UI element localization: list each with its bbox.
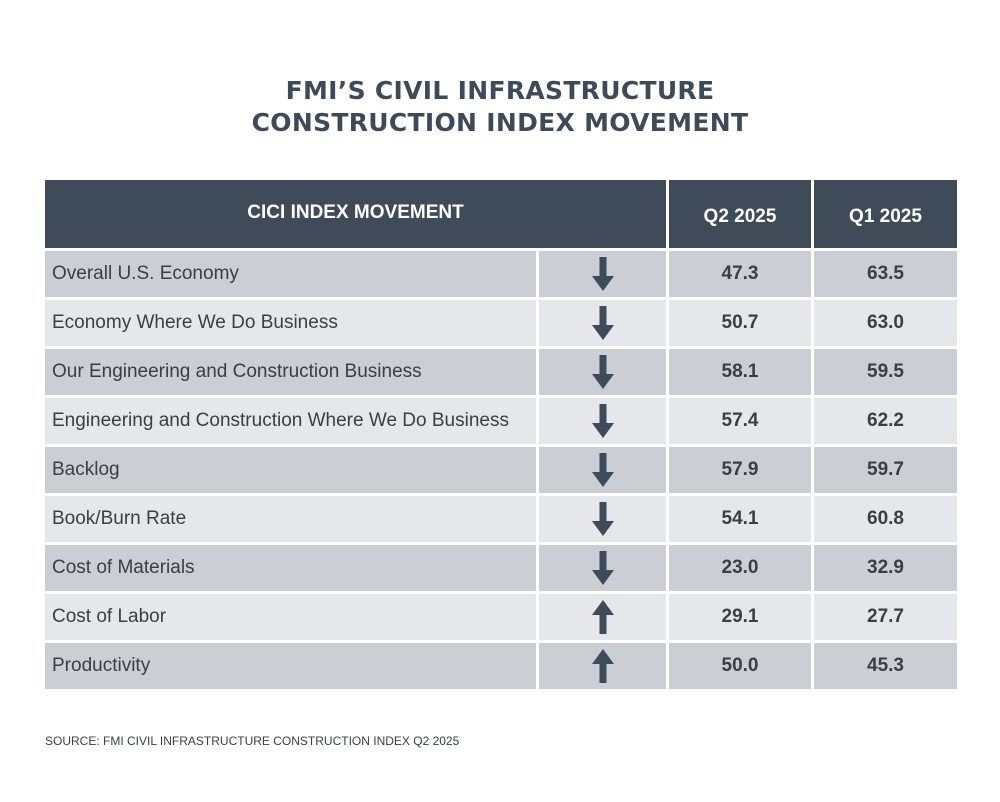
- header-q2-2025: Q2 2025: [669, 180, 811, 248]
- value-q2-2025: 47.3: [669, 251, 811, 297]
- chart-title: FMI’S CIVIL INFRASTRUCTURE CONSTRUCTION …: [0, 75, 1000, 139]
- table-row: Book/Burn Rate 54.1 60.8: [45, 496, 957, 542]
- direction-cell: [539, 643, 666, 689]
- value-q2-2025: 29.1: [669, 594, 811, 640]
- value-q1-2025: 62.2: [814, 398, 957, 444]
- row-label: Productivity: [45, 643, 536, 689]
- value-q2-2025: 23.0: [669, 545, 811, 591]
- arrow-down-icon: [591, 257, 614, 291]
- table-row: Overall U.S. Economy 47.3 63.5: [45, 251, 957, 297]
- value-q1-2025: 45.3: [814, 643, 957, 689]
- table-row: Economy Where We Do Business 50.7 63.0: [45, 300, 957, 346]
- arrow-down-icon: [591, 306, 614, 340]
- table-row: Our Engineering and Construction Busines…: [45, 349, 957, 395]
- header-q1-2025: Q1 2025: [814, 180, 957, 248]
- source-note: SOURCE: FMI CIVIL INFRASTRUCTURE CONSTRU…: [45, 734, 460, 748]
- arrow-down-icon: [591, 355, 614, 389]
- arrow-down-icon: [591, 502, 614, 536]
- table-row: Productivity 50.0 45.3: [45, 643, 957, 689]
- table-row: Cost of Materials 23.0 32.9: [45, 545, 957, 591]
- value-q2-2025: 54.1: [669, 496, 811, 542]
- direction-cell: [539, 300, 666, 346]
- row-label: Cost of Labor: [45, 594, 536, 640]
- arrow-down-icon: [591, 404, 614, 438]
- row-label: Our Engineering and Construction Busines…: [45, 349, 536, 395]
- value-q1-2025: 60.8: [814, 496, 957, 542]
- row-label: Book/Burn Rate: [45, 496, 536, 542]
- row-label: Overall U.S. Economy: [45, 251, 536, 297]
- value-q1-2025: 59.7: [814, 447, 957, 493]
- value-q2-2025: 57.9: [669, 447, 811, 493]
- value-q2-2025: 57.4: [669, 398, 811, 444]
- table-header: CICI INDEX MOVEMENT Q2 2025 Q1 2025: [45, 180, 957, 248]
- row-label: Backlog: [45, 447, 536, 493]
- table-row: Engineering and Construction Where We Do…: [45, 398, 957, 444]
- direction-cell: [539, 594, 666, 640]
- row-label: Engineering and Construction Where We Do…: [45, 398, 536, 444]
- value-q1-2025: 63.0: [814, 300, 957, 346]
- title-line-2: CONSTRUCTION INDEX MOVEMENT: [251, 108, 749, 137]
- table-row: Cost of Labor 29.1 27.7: [45, 594, 957, 640]
- value-q1-2025: 32.9: [814, 545, 957, 591]
- arrow-up-icon: [591, 649, 614, 683]
- direction-cell: [539, 545, 666, 591]
- direction-cell: [539, 447, 666, 493]
- value-q2-2025: 50.7: [669, 300, 811, 346]
- value-q1-2025: 59.5: [814, 349, 957, 395]
- direction-cell: [539, 398, 666, 444]
- table-row: Backlog 57.9 59.7: [45, 447, 957, 493]
- header-index-movement: CICI INDEX MOVEMENT: [45, 180, 666, 248]
- value-q1-2025: 27.7: [814, 594, 957, 640]
- table-body: Overall U.S. Economy 47.3 63.5 Economy Wher…: [45, 251, 957, 692]
- arrow-down-icon: [591, 453, 614, 487]
- row-label: Cost of Materials: [45, 545, 536, 591]
- direction-cell: [539, 349, 666, 395]
- direction-cell: [539, 251, 666, 297]
- arrow-up-icon: [591, 600, 614, 634]
- direction-cell: [539, 496, 666, 542]
- title-line-1: FMI’S CIVIL INFRASTRUCTURE: [285, 76, 715, 105]
- value-q2-2025: 50.0: [669, 643, 811, 689]
- row-label: Economy Where We Do Business: [45, 300, 536, 346]
- value-q1-2025: 63.5: [814, 251, 957, 297]
- arrow-down-icon: [591, 551, 614, 585]
- value-q2-2025: 58.1: [669, 349, 811, 395]
